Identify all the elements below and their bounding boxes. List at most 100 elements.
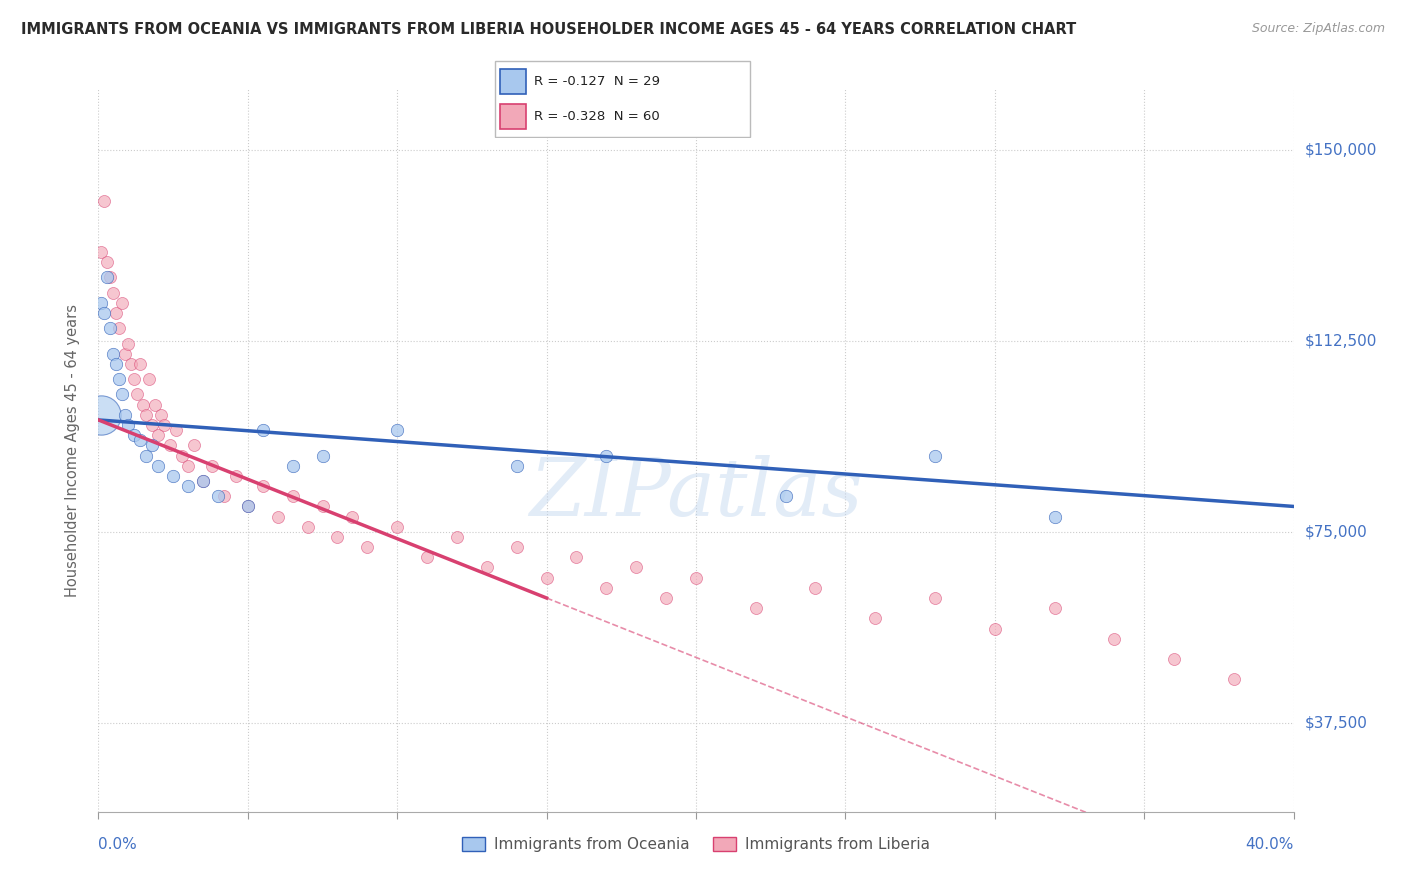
Text: ZIPatlas: ZIPatlas (529, 455, 863, 533)
Point (225, 469, 247, 483)
Point (98, 270, 122, 285)
Point (191, 474, 214, 488)
Point (252, 479, 274, 493)
Point (984, 622, 1007, 636)
Point (135, 408, 157, 422)
Point (416, 550, 439, 565)
Point (311, 500, 333, 514)
Point (655, 591, 678, 605)
Point (865, 611, 887, 625)
Point (96, 255, 118, 269)
Point (129, 434, 152, 448)
Point (129, 357, 152, 371)
Point (127, 387, 149, 401)
Point (132, 398, 155, 412)
Point (236, 500, 259, 514)
Y-axis label: Householder Income Ages 45 - 64 years: Householder Income Ages 45 - 64 years (65, 304, 80, 597)
Point (165, 423, 187, 437)
Point (105, 357, 128, 371)
Point (804, 581, 827, 595)
Text: IMMIGRANTS FROM OCEANIA VS IMMIGRANTS FROM LIBERIA HOUSEHOLDER INCOME AGES 45 - : IMMIGRANTS FROM OCEANIA VS IMMIGRANTS FR… (21, 22, 1077, 37)
Text: $150,000: $150,000 (1305, 143, 1376, 158)
Point (311, 449, 333, 463)
Point (201, 458, 224, 473)
Point (281, 458, 304, 473)
Point (141, 417, 163, 432)
FancyBboxPatch shape (495, 62, 749, 136)
Point (103, 285, 125, 300)
Point (342, 509, 364, 524)
Text: $112,500: $112,500 (1305, 334, 1376, 349)
Point (96, 270, 118, 285)
Point (105, 306, 128, 320)
Point (103, 347, 125, 361)
Point (626, 560, 648, 574)
Point (120, 357, 142, 371)
Point (212, 489, 235, 503)
Point (108, 321, 131, 335)
Point (745, 601, 768, 615)
Point (924, 591, 946, 605)
Point (153, 417, 176, 432)
Point (117, 417, 139, 432)
Point (356, 540, 378, 554)
Point (114, 347, 136, 361)
Point (536, 571, 558, 585)
Point (924, 449, 946, 463)
Point (297, 520, 319, 534)
Point (191, 474, 214, 488)
Point (117, 336, 139, 351)
Point (1163, 652, 1185, 666)
Point (252, 423, 274, 437)
Point (141, 438, 163, 452)
Point (111, 296, 134, 310)
Point (177, 458, 200, 473)
Point (1223, 673, 1246, 687)
Point (148, 428, 170, 442)
Text: $37,500: $37,500 (1305, 715, 1368, 731)
Point (385, 423, 409, 437)
Point (385, 520, 409, 534)
Point (114, 408, 136, 422)
Point (177, 479, 200, 493)
Point (506, 540, 529, 554)
Point (143, 398, 166, 412)
Point (98, 321, 122, 335)
Point (506, 458, 529, 473)
Text: 0.0%: 0.0% (98, 838, 138, 852)
Point (93, 306, 115, 320)
Point (595, 449, 617, 463)
Point (267, 509, 290, 524)
Point (281, 489, 304, 503)
Point (90, 296, 112, 310)
Legend: Immigrants from Oceania, Immigrants from Liberia: Immigrants from Oceania, Immigrants from… (456, 830, 936, 858)
Point (565, 550, 588, 565)
Point (446, 530, 468, 544)
Text: R = -0.127  N = 29: R = -0.127 N = 29 (534, 75, 659, 88)
FancyBboxPatch shape (501, 70, 526, 95)
Text: R = -0.328  N = 60: R = -0.328 N = 60 (534, 110, 659, 123)
Point (90, 245, 112, 260)
Point (326, 530, 349, 544)
Text: $75,000: $75,000 (1305, 524, 1368, 540)
FancyBboxPatch shape (501, 103, 526, 128)
Point (159, 438, 181, 452)
Point (475, 560, 498, 574)
Point (148, 458, 170, 473)
Point (183, 438, 205, 452)
Point (124, 428, 146, 442)
Point (135, 449, 157, 463)
Point (595, 581, 617, 595)
Point (162, 469, 184, 483)
Point (775, 489, 797, 503)
Point (90, 408, 112, 422)
Point (111, 387, 134, 401)
Point (172, 449, 194, 463)
Point (150, 408, 173, 422)
Point (1043, 601, 1066, 615)
Point (108, 372, 131, 386)
Text: 40.0%: 40.0% (1246, 838, 1294, 852)
Point (124, 372, 146, 386)
Point (236, 500, 259, 514)
Point (1104, 632, 1126, 646)
